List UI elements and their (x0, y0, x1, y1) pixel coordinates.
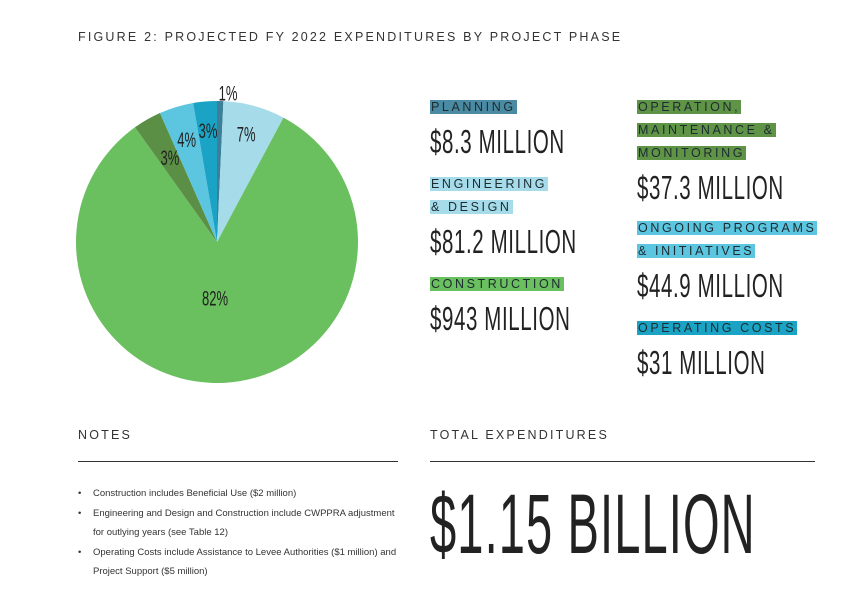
legend-amount: $37.3 MILLION (637, 169, 784, 206)
legend-item-operating: OPERATING COSTS $31 MILLION (637, 317, 837, 388)
legend-item-operation: OPERATION, MAINTENANCE & MONITORING $37.3… (637, 96, 787, 213)
total-heading: TOTAL EXPENDITURES (430, 428, 609, 442)
legend-label: PLANNING (430, 100, 517, 114)
legend-label: OPERATING COSTS (637, 321, 798, 335)
pie-slice-planning (217, 101, 224, 242)
legend-item-ongoing: ONGOING PROGRAMS & INITIATIVES $44.9 MILL… (637, 217, 822, 311)
pie-slice-ongoing-programs-initiatives (159, 103, 217, 243)
legend-item-planning: PLANNING $8.3 MILLION (430, 96, 630, 167)
pie-slice-operating-costs (193, 101, 217, 242)
pie-label: 4% (177, 128, 196, 152)
legend-label: CONSTRUCTION (430, 277, 564, 291)
legend-label: ONGOING PROGRAMS & INITIATIVES (637, 221, 818, 258)
pie-label: 3% (199, 119, 218, 143)
notes-heading: NOTES (78, 428, 133, 442)
pie-label: 82% (202, 286, 228, 310)
legend-amount: $31 MILLION (637, 344, 766, 381)
legend-left: PLANNING $8.3 MILLION ENGINEERING & DESIG… (430, 96, 630, 350)
legend-item-construction: CONSTRUCTION $943 MILLION (430, 273, 630, 344)
note-item: Engineering and Design and Construction … (78, 504, 408, 543)
pie-label: 3% (161, 146, 180, 170)
legend-label: ENGINEERING & DESIGN (430, 177, 549, 214)
pie-slice-engineering-design (217, 101, 284, 242)
legend-amount: $81.2 MILLION (430, 223, 577, 260)
legend-item-engineering: ENGINEERING & DESIGN $81.2 MILLION (430, 173, 577, 267)
divider (78, 461, 398, 462)
pie-chart: 1% 7% 82% 3%4% 3% (75, 81, 358, 384)
total-value: $1.15 BILLION (430, 477, 756, 571)
legend-right: OPERATION, MAINTENANCE & MONITORING $37.3… (637, 96, 837, 394)
note-item: Operating Costs include Assistance to Le… (78, 543, 408, 582)
pie-label: 1% (219, 81, 238, 105)
pie-slice-construction (75, 117, 358, 384)
pie-label: 7% (237, 122, 256, 146)
pie-slice-operation-maintenance-monitoring (134, 113, 217, 242)
legend-label: OPERATION, MAINTENANCE & MONITORING (637, 100, 776, 160)
legend-amount: $943 MILLION (430, 300, 571, 337)
note-item: Construction includes Beneficial Use ($2… (78, 484, 408, 504)
legend-amount: $44.9 MILLION (637, 267, 784, 304)
legend-amount: $8.3 MILLION (430, 123, 565, 160)
figure-title: FIGURE 2: PROJECTED FY 2022 EXPENDITURES… (78, 30, 623, 44)
divider (430, 461, 815, 462)
notes-list: Construction includes Beneficial Use ($2… (78, 484, 408, 582)
